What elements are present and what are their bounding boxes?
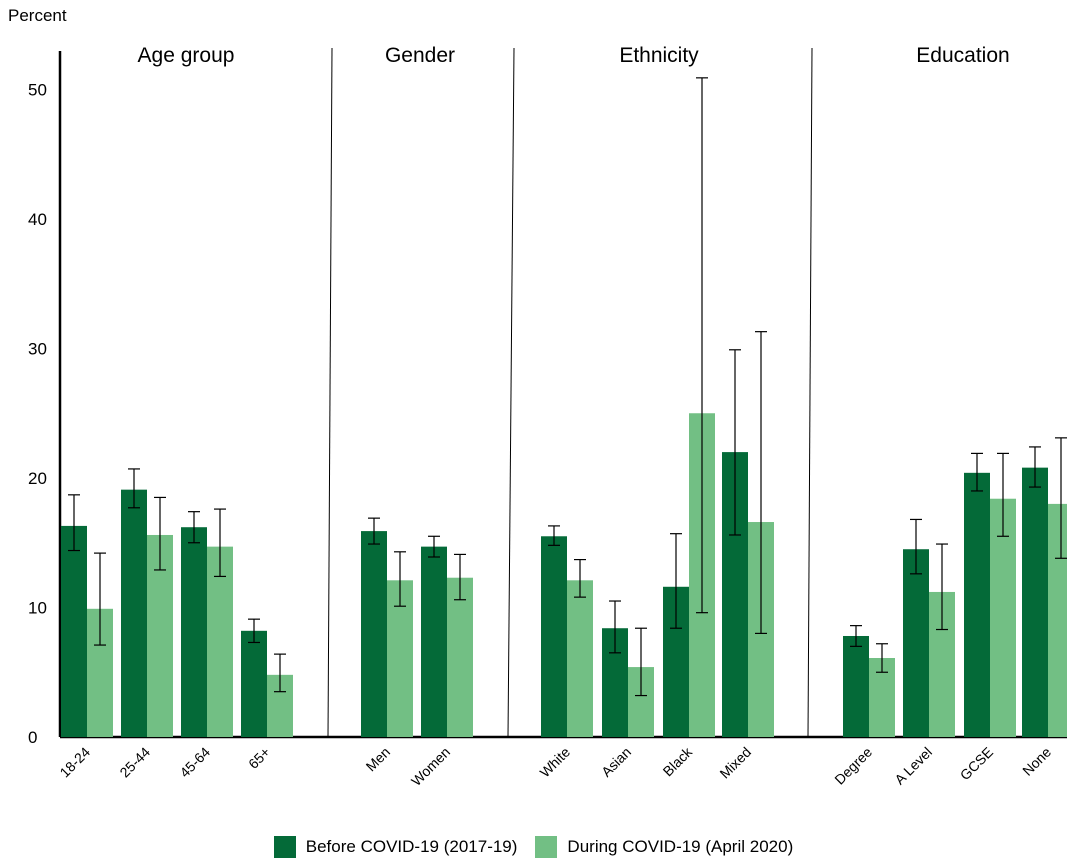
- bar-during-white: [567, 580, 593, 737]
- y-axis-title: Percent: [8, 6, 67, 25]
- bar-before-45-64: [181, 527, 207, 737]
- group-divider-2: [507, 47, 515, 738]
- bar-chart: 0 10 20 30 40 50 Age group Gender Ethnicity Educa…: [28, 44, 1067, 789]
- bar-before-degree: [843, 635, 869, 737]
- bar-before-65+: [241, 630, 267, 737]
- y-tick-label-50: 50: [28, 81, 47, 100]
- bar-during-45-64: [207, 546, 233, 737]
- legend-swatch-during: [535, 836, 558, 858]
- bar-during-gcse: [990, 498, 1016, 737]
- x-tick-label-white: White: [536, 744, 573, 781]
- x-tick-label-degree: Degree: [831, 744, 875, 788]
- bar-before-white: [541, 536, 567, 737]
- bar-during-women: [447, 577, 473, 737]
- y-tick-label-20: 20: [28, 469, 47, 488]
- x-tick-label-asian: Asian: [598, 744, 634, 780]
- x-tick-label-black: Black: [660, 743, 696, 779]
- y-tick-label-30: 30: [28, 340, 47, 359]
- group-divider-1: [327, 47, 333, 738]
- x-tick-label-none: None: [1019, 744, 1054, 779]
- bar-before-gcse: [964, 472, 990, 737]
- x-tick-label-a-level: A Level: [891, 744, 935, 788]
- x-tick-label-women: Women: [408, 744, 453, 789]
- x-tick-label-45-64: 45-64: [176, 744, 213, 781]
- group-title-gender: Gender: [385, 44, 455, 67]
- legend-label-before: Before COVID-19 (2017-19): [305, 837, 518, 856]
- y-tick-label-0: 0: [28, 728, 37, 747]
- x-tick-label-25-44: 25-44: [116, 744, 153, 781]
- bar-before-women: [421, 546, 447, 737]
- bar-during-none: [1048, 503, 1067, 737]
- legend-item-before: Before COVID-19 (2017-19): [273, 836, 518, 858]
- group-title-education: Education: [916, 44, 1009, 67]
- group-title-age-group: Age group: [138, 44, 235, 67]
- x-tick-label-65+: 65+: [245, 744, 273, 772]
- group-title-ethnicity: Ethnicity: [619, 44, 699, 67]
- y-tick-label-10: 10: [28, 599, 47, 618]
- bar-before-25-44: [121, 489, 147, 737]
- legend-item-during: During COVID-19 (April 2020): [535, 836, 793, 858]
- legend-swatch-before: [273, 836, 296, 858]
- bar-before-none: [1022, 467, 1048, 737]
- legend: Before COVID-19 (2017-19) During COVID-1…: [0, 836, 1067, 858]
- x-tick-label-gcse: GCSE: [957, 744, 996, 783]
- group-divider-3: [807, 47, 813, 738]
- bar-before-men: [361, 531, 387, 737]
- x-tick-label-mixed: Mixed: [716, 744, 754, 782]
- y-tick-label-40: 40: [28, 210, 47, 229]
- bar-before-18-24: [61, 525, 87, 737]
- x-tick-label-men: Men: [363, 744, 394, 775]
- x-tick-label-18-24: 18-24: [56, 744, 93, 781]
- bar-before-a-level: [903, 549, 929, 737]
- legend-label-during: During COVID-19 (April 2020): [567, 837, 794, 856]
